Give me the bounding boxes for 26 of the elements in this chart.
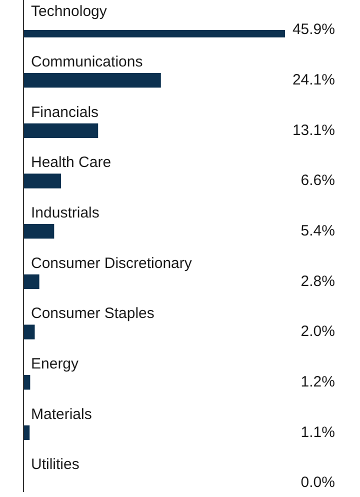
- data-label: 2.0%: [300, 323, 335, 340]
- y-tick-label: Energy: [31, 355, 80, 372]
- data-label: 13.1%: [292, 122, 335, 139]
- y-tick-label: Industrials: [31, 204, 100, 222]
- data-label: 24.1%: [292, 71, 335, 88]
- y-tick-label: Consumer Discretionary: [31, 254, 192, 272]
- bar: [23, 123, 98, 138]
- y-tick-label: Health Care: [31, 154, 112, 172]
- bar: [23, 73, 161, 88]
- y-tick-label: Materials: [31, 406, 92, 423]
- y-tick-label: Consumer Staples: [31, 305, 154, 322]
- data-label: 45.9%: [292, 21, 335, 38]
- bar: [23, 324, 35, 340]
- bar: [23, 174, 62, 188]
- data-label: 2.8%: [300, 272, 335, 290]
- y-tick-label: Communications: [31, 53, 143, 70]
- y-tick-label: Technology: [31, 3, 108, 20]
- data-label: 6.6%: [300, 172, 335, 190]
- y-tick-label: Financials: [31, 104, 99, 121]
- data-label: 1.1%: [300, 424, 335, 441]
- bar: [23, 224, 54, 239]
- data-label: 0.0%: [300, 474, 335, 492]
- data-label: 5.4%: [300, 222, 335, 240]
- bar: [23, 274, 40, 289]
- y-tick-label: Utilities: [31, 456, 80, 474]
- data-label: 1.2%: [300, 373, 335, 390]
